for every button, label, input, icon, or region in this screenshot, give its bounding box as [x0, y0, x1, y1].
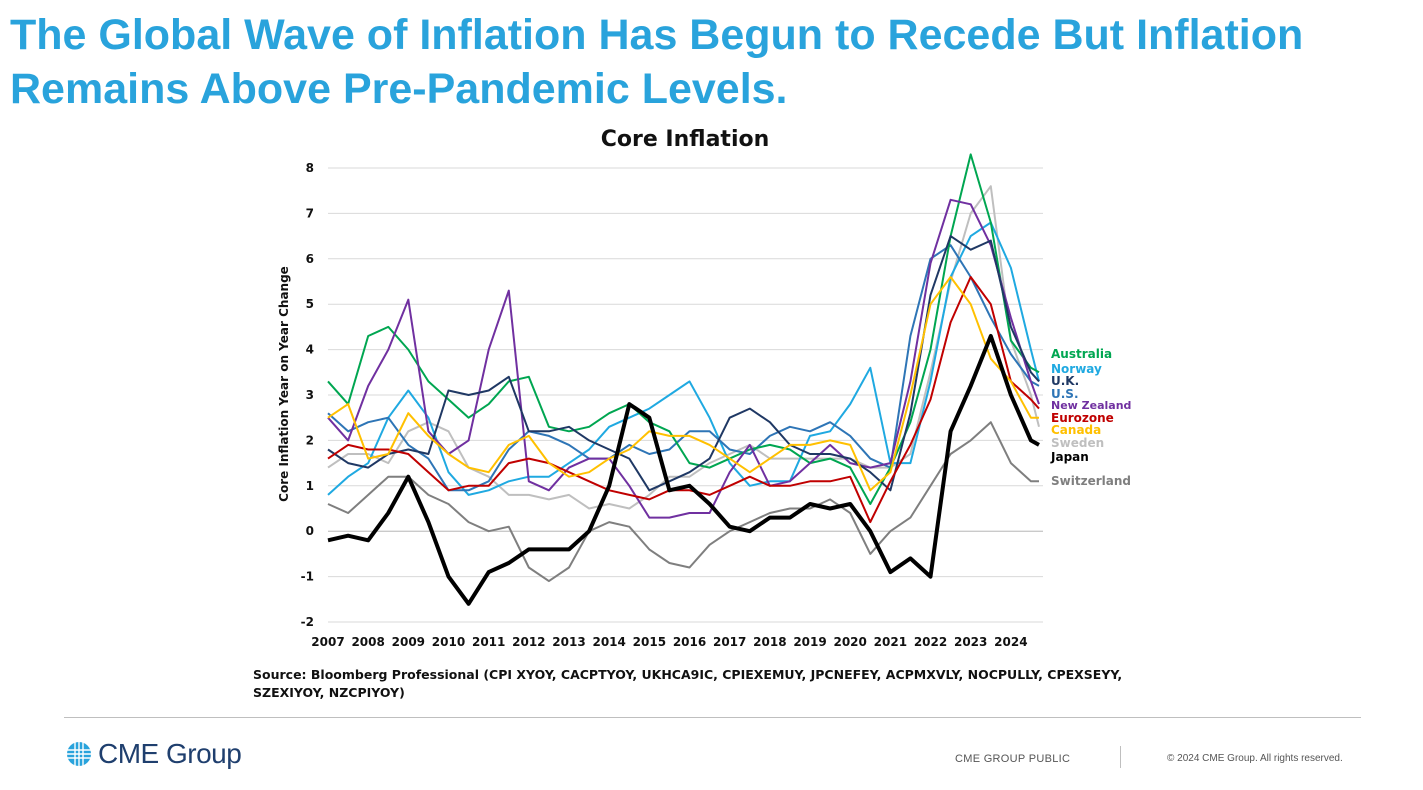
y-tick-label: 0	[306, 524, 314, 538]
x-tick-label: 2019	[793, 635, 826, 649]
y-tick-label: 3	[306, 388, 314, 402]
x-tick-label: 2021	[874, 635, 907, 649]
x-tick-label: 2012	[512, 635, 545, 649]
series-line-canada	[327, 276, 1039, 492]
x-tick-label: 2010	[432, 635, 465, 649]
copyright-text: © 2024 CME Group. All rights reserved.	[1167, 753, 1343, 764]
footer-divider	[64, 717, 1361, 718]
x-tick-label: 2011	[472, 635, 505, 649]
x-tick-label: 2018	[753, 635, 786, 649]
series-line-switzerland	[327, 421, 1039, 583]
gridlines	[328, 167, 1043, 623]
y-tick-label: 7	[306, 206, 314, 220]
series-line-u-k-	[327, 235, 1040, 492]
x-tick-label: 2014	[592, 635, 625, 649]
x-tick-label: 2016	[673, 635, 706, 649]
series-line-japan	[327, 334, 1040, 606]
x-tick-label: 2024	[994, 635, 1027, 649]
y-tick-label: -1	[301, 570, 314, 584]
y-tick-label: 2	[306, 433, 314, 447]
x-tick-label: 2023	[954, 635, 987, 649]
y-tick-labels: -2 -1 0 1 2 3 4 5 6 7 8	[301, 161, 314, 629]
y-tick-label: 4	[306, 343, 314, 357]
headline: The Global Wave of Inflation Has Begun t…	[10, 11, 1304, 113]
legend-entry: Canada	[1051, 423, 1101, 437]
source-note: Source: Bloomberg Professional (CPI XYOY…	[253, 667, 1123, 700]
series-line-australia	[327, 153, 1040, 505]
series-line-norway	[327, 221, 1040, 496]
chart-title: Core Inflation	[601, 127, 770, 152]
legend-entry: Switzerland	[1051, 474, 1131, 488]
globe-icon	[67, 742, 91, 766]
series-line-eurozone	[327, 276, 1040, 524]
y-tick-label: 1	[306, 479, 314, 493]
y-tick-label: 6	[306, 252, 314, 266]
legend-entry: Sweden	[1051, 436, 1104, 450]
legend-entry: U.K.	[1051, 374, 1079, 388]
core-inflation-chart: Core Inflation Core Inflation Year on Ye…	[277, 127, 1131, 649]
series-line-sweden	[327, 185, 1040, 510]
y-tick-label: 8	[306, 161, 314, 175]
x-tick-label: 2017	[713, 635, 746, 649]
legend-entry: Australia	[1051, 347, 1112, 361]
legend-entry: U.S.	[1051, 387, 1079, 401]
x-tick-label: 2022	[914, 635, 947, 649]
footer-separator	[1120, 746, 1121, 768]
legend-entry: Japan	[1050, 450, 1089, 464]
x-tick-labels: 2007 2008 2009 2010 2011 2012 2013 2014 2015 2016…	[311, 635, 1027, 649]
x-tick-label: 2007	[311, 635, 344, 649]
x-tick-label: 2008	[351, 635, 384, 649]
legend-entry: Norway	[1051, 362, 1102, 376]
y-axis-label: Core Inflation Year on Year Change	[277, 266, 291, 502]
series-lines	[327, 153, 1040, 606]
y-tick-label: 5	[306, 297, 314, 311]
logo-text: CME Group	[98, 738, 242, 769]
x-tick-label: 2009	[392, 635, 425, 649]
x-tick-label: 2015	[633, 635, 666, 649]
legend-entry: New Zealand	[1051, 399, 1131, 412]
x-tick-label: 2020	[833, 635, 866, 649]
y-tick-label: -2	[301, 615, 314, 629]
cme-group-logo: CME Group	[66, 737, 242, 771]
classification-label: CME GROUP PUBLIC	[955, 753, 1071, 765]
legend-entry: Eurozone	[1051, 411, 1114, 425]
x-tick-label: 2013	[552, 635, 585, 649]
